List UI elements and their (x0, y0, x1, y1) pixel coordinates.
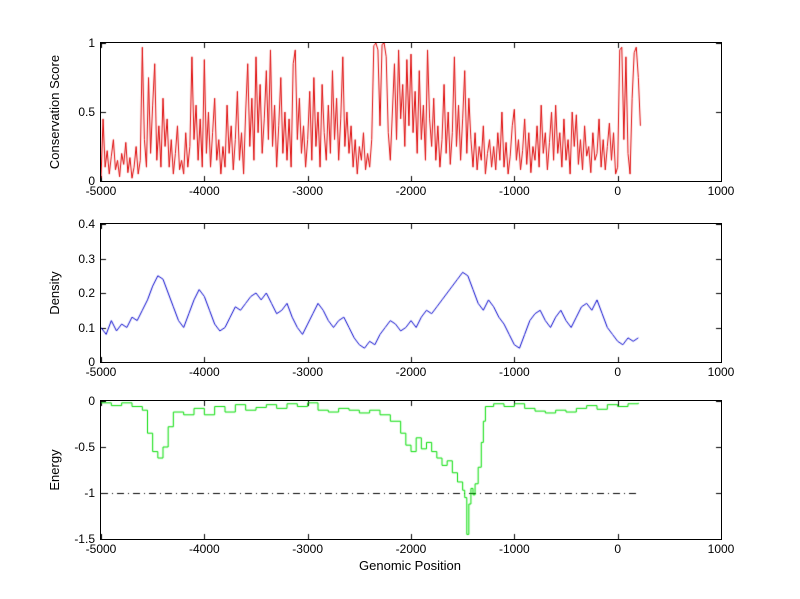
energy-plot-canvas (101, 401, 721, 539)
xtick-label: -4000 (188, 184, 220, 198)
xtick-label: 0 (614, 365, 621, 379)
xtick-label: -2000 (395, 184, 427, 198)
xtick-label: -5000 (85, 184, 117, 198)
xtick-label: 1000 (707, 184, 735, 198)
ytick-label: 0.2 (78, 286, 95, 300)
y-axis-label-conservation-score: Conservation Score (47, 54, 62, 170)
ytick-label: 0 (88, 174, 95, 188)
x-axis-ticks: -5000 -4000 -3000 -2000 -1000 0 1000 (86, 184, 735, 200)
xtick-label: 0 (614, 542, 621, 556)
xtick-label: -3000 (292, 184, 324, 198)
subplot-density: Density 0.4 0.3 0.2 0.1 0 -5000 -4000 -3… (47, 217, 734, 379)
ytick-label: 0 (88, 394, 95, 408)
conservation-score-plot-canvas (101, 43, 721, 181)
xtick-label: -4000 (188, 542, 220, 556)
subplot-energy: Energy 0 -0.5 -1 -1.5 -5000 -4000 -3000 … (47, 394, 734, 556)
ytick-label: 1 (88, 36, 95, 50)
xtick-label: 0 (614, 184, 621, 198)
ytick-label: 0.3 (78, 251, 95, 266)
y-axis-label-density: Density (47, 271, 62, 315)
xtick-label: -1000 (498, 184, 530, 198)
ytick-label: 0.5 (78, 105, 95, 119)
xtick-label: 1000 (707, 542, 735, 556)
xtick-label: -2000 (395, 542, 427, 556)
x-axis-ticks: -5000 -4000 -3000 -2000 -1000 0 1000 (86, 542, 735, 558)
ytick-label: -0.5 (74, 439, 95, 454)
density-plot-canvas (101, 224, 721, 362)
xtick-label: -2000 (395, 365, 427, 379)
ytick-label: 0.4 (78, 217, 95, 231)
xtick-label: -5000 (85, 542, 117, 556)
subplot-conservation-score: Conservation Score 1 0.5 0 -5000 -4000 -… (47, 36, 734, 198)
x-axis-ticks: -5000 -4000 -3000 -2000 -1000 0 1000 (86, 365, 735, 381)
xtick-label: -3000 (292, 365, 324, 379)
xtick-label: -1000 (498, 542, 530, 556)
ytick-label: -1 (84, 486, 95, 500)
ytick-label: 0.1 (78, 320, 95, 335)
xtick-label: -5000 (85, 365, 117, 379)
xtick-label: 1000 (707, 365, 735, 379)
xtick-label: -3000 (292, 542, 324, 556)
y-axis-label-energy: Energy (47, 449, 62, 491)
ytick-label: -1.5 (74, 532, 95, 546)
xtick-label: -4000 (188, 365, 220, 379)
ytick-label: 0 (88, 355, 95, 369)
x-axis-label: Genomic Position (359, 558, 461, 573)
xtick-label: -1000 (498, 365, 530, 379)
